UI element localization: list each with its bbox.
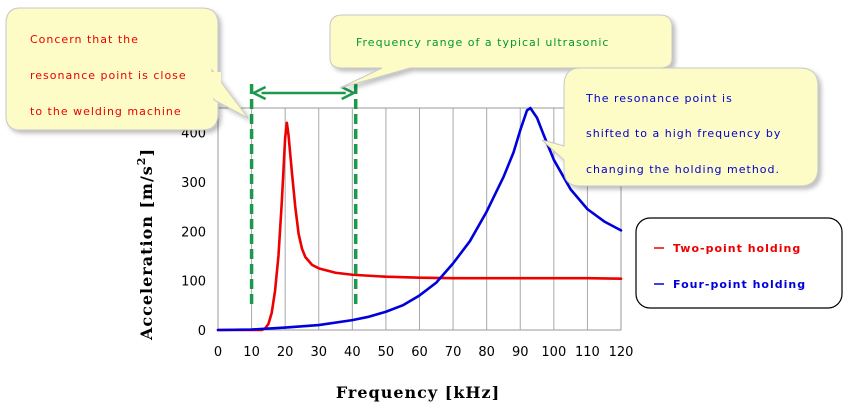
range-arrow-head-left [250, 85, 267, 101]
callout-1-line-3: to the welding machine [30, 105, 182, 118]
x-tick-label-70: 70 [445, 345, 462, 360]
x-tick-label-110: 110 [575, 345, 600, 360]
range-markers [249, 84, 358, 304]
legend-label-four-point: Four-point holding [673, 278, 806, 291]
callout-resonance-shift [541, 67, 819, 187]
legend-label-two-point: Two-point holding [673, 242, 801, 255]
x-tick-labels: 0 10 20 30 40 50 60 70 80 90 100 110 120 [214, 345, 634, 360]
x-tick-label-10: 10 [243, 345, 260, 360]
x-tick-label-0: 0 [214, 345, 222, 360]
x-tick-label-50: 50 [378, 345, 395, 360]
x-tick-label-20: 20 [277, 345, 294, 360]
x-tick-label-30: 30 [310, 345, 327, 360]
x-tick-label-120: 120 [609, 345, 634, 360]
legend-box [635, 217, 843, 309]
callout-1-line-2: resonance point is close [30, 69, 187, 82]
plot-frame [217, 107, 622, 331]
series-line-two-point-holding [216, 121, 623, 332]
callout-3-line-2: shifted to a high frequency by [586, 127, 781, 140]
series-line-four-point-holding [216, 106, 623, 332]
y-tick-label-0: 0 [198, 324, 206, 339]
series-group [216, 106, 623, 332]
x-tick-label-90: 90 [512, 345, 529, 360]
x-axis-title: Frequency [kHz] [336, 383, 500, 402]
y-axis-title-end: ] [137, 148, 156, 157]
callout-2-line-1: Frequency range of a typical ultrasonic [356, 36, 609, 49]
legend: Two-point holding Four-point holding [635, 217, 843, 309]
callout-1-line-1: Concern that the [30, 33, 139, 46]
range-arrow-head-right [341, 85, 357, 101]
x-tick-label-60: 60 [411, 345, 428, 360]
x-tick-label-40: 40 [344, 345, 361, 360]
y-tick-label-200: 200 [181, 225, 206, 240]
callout-3-line-3: changing the holding method. [586, 163, 780, 176]
x-tick-label-100: 100 [541, 345, 566, 360]
callout-3-line-1: The resonance point is [585, 92, 733, 105]
y-axis-title-sup: 2 [135, 157, 148, 166]
x-tick-label-80: 80 [478, 345, 495, 360]
y-tick-label-100: 100 [181, 275, 206, 290]
y-axis-title: Acceleration [m/s2] [135, 148, 156, 341]
callout-frequency-range [329, 14, 673, 89]
y-axis-title-base: Acceleration [m/s [137, 165, 156, 341]
y-tick-label-300: 300 [181, 176, 206, 191]
